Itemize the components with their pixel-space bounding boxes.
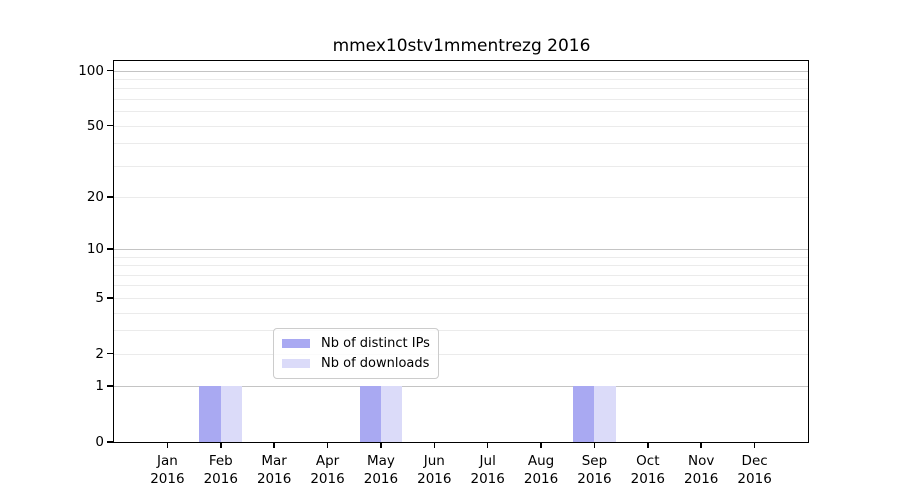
y-tick-label: 10 (86, 241, 104, 258)
bar-distinct-ips (573, 386, 595, 442)
legend-swatch-distinct-ips (282, 339, 310, 348)
x-tick-mark (326, 442, 329, 448)
bar-distinct-ips (359, 386, 381, 442)
minor-gridline (114, 99, 808, 101)
x-tick-mark (647, 442, 649, 448)
x-tick-month: Oct (636, 453, 660, 469)
y-tick-mark (107, 297, 113, 299)
major-gridline (114, 249, 808, 251)
x-tick-mark (753, 442, 756, 448)
legend: Nb of distinct IPs Nb of downloads (273, 328, 439, 379)
x-tick-month: Aug (527, 453, 555, 469)
plot-area: 0 1 2 5 10 20 50 100 Jan 2016 Feb 2016 Mar 2016 Apr 201… (78, 60, 809, 487)
x-tick-mark (700, 442, 702, 448)
y-tick-mark (107, 196, 113, 198)
minor-gridline (114, 125, 808, 127)
y-tick-label: 1 (95, 378, 104, 395)
x-tick-month: Dec (741, 453, 768, 469)
y-tick-mark (107, 69, 113, 72)
minor-gridline (114, 165, 808, 167)
legend-label-downloads: Nb of downloads (321, 356, 430, 371)
y-tick-label: 50 (86, 117, 104, 134)
bar-downloads (594, 386, 616, 442)
x-tick-year: 2016 (684, 471, 719, 487)
x-tick-label: Nov 2016 (669, 452, 733, 488)
x-tick-month: Sep (581, 453, 608, 469)
minor-gridline (114, 88, 808, 90)
x-tick-mark (540, 442, 542, 448)
x-tick-mark (433, 442, 436, 448)
legend-item-distinct-ips: Nb of distinct IPs (282, 335, 430, 352)
x-tick-label: Apr 2016 (296, 452, 360, 488)
minor-gridline (114, 143, 808, 145)
x-tick-year: 2016 (577, 471, 612, 487)
x-tick-year: 2016 (310, 471, 345, 487)
major-gridline (114, 70, 808, 72)
minor-gridline (114, 312, 808, 314)
bar-downloads (220, 386, 243, 442)
bar-downloads (380, 386, 403, 442)
x-tick-month: May (366, 453, 395, 469)
y-tick-label: 0 (95, 434, 104, 450)
x-tick-year: 2016 (256, 471, 292, 487)
x-tick-mark (220, 442, 222, 448)
chart-title: mmex10stv1mmentrezg 2016 (332, 36, 591, 56)
x-tick-label: Sep 2016 (562, 452, 626, 488)
y-tick-mark (107, 248, 113, 250)
y-tick-mark (107, 441, 113, 443)
y-tick-mark (107, 385, 113, 387)
y-tick-label: 5 (95, 289, 104, 306)
x-tick-year: 2016 (203, 471, 238, 487)
x-tick-label: Jun 2016 (402, 452, 466, 488)
x-tick-label: Feb 2016 (189, 452, 253, 488)
bar-distinct-ips (199, 386, 221, 442)
x-tick-month: Jan (156, 453, 178, 469)
x-tick-month: Feb (208, 453, 233, 469)
minor-gridline (114, 265, 808, 267)
x-tick-label: Jul 2016 (456, 452, 520, 488)
y-tick-label: 100 (78, 62, 104, 79)
x-tick-month: Mar (261, 453, 287, 469)
y-tick-mark (107, 124, 113, 127)
x-tick-label: Dec 2016 (723, 452, 787, 488)
major-gridline (114, 386, 808, 388)
minor-gridline (114, 285, 808, 287)
x-tick-mark (380, 442, 382, 448)
x-tick-label: Jan 2016 (135, 452, 199, 488)
y-tick-label: 20 (86, 189, 104, 206)
x-tick-month: Jun (423, 453, 445, 469)
legend-item-downloads: Nb of downloads (282, 355, 430, 372)
minor-gridline (114, 353, 808, 355)
minor-gridline (114, 79, 808, 81)
x-tick-label: May 2016 (349, 452, 413, 488)
x-tick-year: 2016 (523, 471, 559, 487)
x-tick-mark (593, 442, 596, 448)
y-tick-mark (107, 352, 113, 355)
x-tick-year: 2016 (630, 471, 666, 487)
minor-gridline (114, 256, 808, 258)
x-tick-mark (273, 442, 275, 448)
x-tick-month: Jul (479, 453, 496, 469)
x-tick-label: Oct 2016 (616, 452, 680, 488)
x-tick-year: 2016 (737, 471, 772, 487)
minor-gridline (114, 197, 808, 199)
minor-gridline (114, 330, 808, 332)
minor-gridline (114, 111, 808, 113)
minor-gridline (114, 297, 808, 299)
legend-label-distinct-ips: Nb of distinct IPs (321, 336, 430, 351)
x-tick-mark (486, 442, 489, 448)
x-tick-label: Mar 2016 (242, 452, 306, 488)
x-tick-month: Apr (315, 453, 340, 469)
x-tick-year: 2016 (470, 471, 505, 487)
legend-swatch-downloads (282, 359, 310, 368)
x-tick-month: Nov (688, 453, 715, 469)
minor-gridline (114, 274, 808, 276)
x-tick-year: 2016 (150, 471, 185, 487)
x-tick-year: 2016 (363, 471, 399, 487)
x-tick-label: Aug 2016 (509, 452, 573, 488)
x-tick-year: 2016 (417, 471, 452, 487)
x-tick-mark (166, 442, 169, 448)
y-tick-label: 2 (95, 345, 104, 362)
